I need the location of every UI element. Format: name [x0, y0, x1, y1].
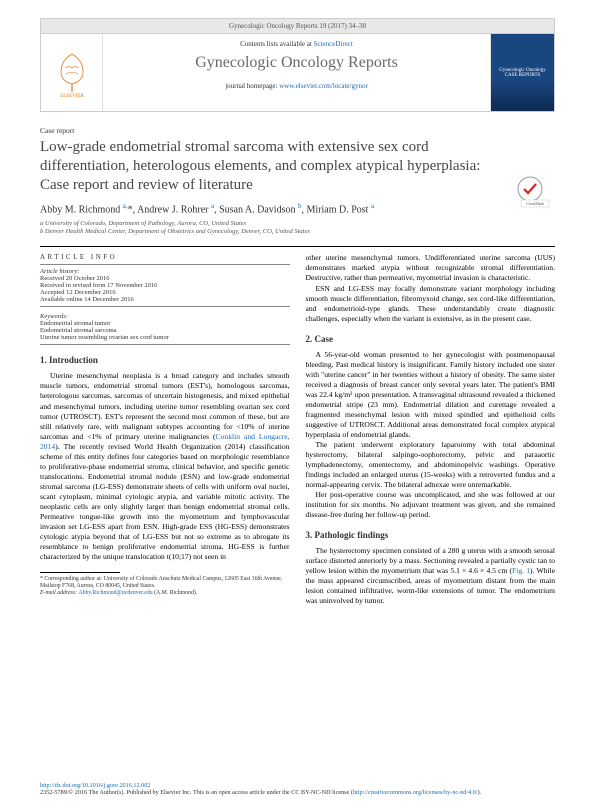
cc-link[interactable]: http://creativecommons.org/licenses/by-n…: [353, 789, 478, 796]
kw1: Endometrial stromal tumor: [40, 320, 290, 327]
case-head: 2. Case: [306, 334, 556, 344]
journal-name: Gynecologic Oncology Reports: [107, 54, 486, 72]
keywords-label: Keywords:: [40, 313, 290, 320]
homepage-link[interactable]: www.elsevier.com/locate/gynor: [279, 82, 368, 90]
copyright-b: ).: [478, 789, 482, 796]
thin-rule-2: [40, 306, 290, 307]
case-p2: The patient underwent exploratory laparo…: [306, 440, 556, 490]
online-line: Available online 14 December 2016: [40, 296, 290, 303]
thin-rule-1: [40, 264, 290, 265]
path-head: 3. Pathologic findings: [306, 530, 556, 540]
thin-rule-3: [40, 344, 290, 345]
contents-line: Contents lists available at ScienceDirec…: [107, 40, 486, 48]
publisher-logo-box: ELSEVIER: [41, 34, 103, 111]
sciencedirect-link[interactable]: ScienceDirect: [314, 40, 353, 48]
col2-p2: ESN and LG-ESS may focally demonstrate v…: [306, 284, 556, 324]
header-citation: Gynecologic Oncology Reports 19 (2017) 3…: [40, 18, 555, 34]
doi-line: http://dx.doi.org/10.1016/j.gore.2016.12…: [40, 782, 555, 789]
intro-p1: Uterine mesenchymal neoplasia is a broad…: [40, 371, 290, 561]
history-label: Article history:: [40, 268, 290, 275]
contents-prefix: Contents lists available at: [240, 40, 314, 48]
email-suffix: (A.M. Richmond).: [153, 590, 198, 596]
case-p1: A 56-year-old woman presented to her gyn…: [306, 350, 556, 440]
path-p1: The hysterectomy specimen consisted of a…: [306, 546, 556, 606]
corresponding-footnote: * Corresponding author at: University of…: [40, 576, 290, 590]
doi-link[interactable]: http://dx.doi.org/10.1016/j.gore.2016.12…: [40, 782, 150, 789]
affiliation-b: b Denver Health Medical Center, Departme…: [40, 228, 555, 236]
journal-cover-thumb: Gynecologic Oncology CASE REPORTS: [490, 34, 554, 111]
svg-text:CrossMark: CrossMark: [526, 201, 544, 206]
left-column: ARTICLE INFO Article history: Received 2…: [40, 253, 290, 605]
kw3: Uterine tumor resembling ovarian sex cor…: [40, 334, 290, 341]
article-title: Low-grade endometrial stromal sarcoma wi…: [40, 138, 555, 194]
intro-p1-b: ). The recently revised World Health Org…: [40, 442, 290, 561]
rule-top: [40, 246, 555, 247]
svg-text:ELSEVIER: ELSEVIER: [60, 94, 84, 98]
intro-p1-a: Uterine mesenchymal neoplasia is a broad…: [40, 371, 290, 440]
homepage-line: journal homepage: www.elsevier.com/locat…: [107, 82, 486, 90]
affiliation-a: a University of Colorado, Department of …: [40, 220, 555, 228]
copyright-line: 2352-5789/© 2016 The Author(s). Publishe…: [40, 789, 555, 796]
email-label: E-mail address:: [40, 590, 78, 596]
right-column: other uterine mesenchymal tumors. Undiff…: [306, 253, 556, 605]
crossmark-icon[interactable]: CrossMark: [517, 176, 551, 210]
journal-banner: ELSEVIER Contents lists available at Sci…: [40, 34, 555, 112]
cover-image: Gynecologic Oncology CASE REPORTS: [491, 34, 554, 111]
intro-head: 1. Introduction: [40, 355, 290, 365]
received-line: Received 20 October 2016: [40, 275, 290, 282]
kw2: Endometrial stromal sarcoma: [40, 327, 290, 334]
article-info-head: ARTICLE INFO: [40, 253, 290, 261]
elsevier-tree-icon: ELSEVIER: [51, 48, 93, 98]
revised-line: Received in revised form 17 November 201…: [40, 282, 290, 289]
email-link[interactable]: Abby.Richmond@ucdenver.edu: [78, 590, 152, 596]
accepted-line: Accepted 12 December 2016: [40, 289, 290, 296]
email-footnote: E-mail address: Abby.Richmond@ucdenver.e…: [40, 590, 290, 597]
case-p3: Her post-operative course was uncomplica…: [306, 490, 556, 520]
footnote-rule: [40, 572, 120, 573]
banner-center: Contents lists available at ScienceDirec…: [103, 34, 490, 111]
authors-line: Abby M. Richmond a,*, Andrew J. Rohrer a…: [40, 202, 555, 215]
fig1-link[interactable]: Fig. 1: [512, 566, 530, 575]
copyright-a: 2352-5789/© 2016 The Author(s). Publishe…: [40, 789, 353, 796]
article-type: Case report: [40, 126, 555, 135]
col2-p1: other uterine mesenchymal tumors. Undiff…: [306, 253, 556, 283]
homepage-prefix: journal homepage:: [225, 82, 279, 90]
